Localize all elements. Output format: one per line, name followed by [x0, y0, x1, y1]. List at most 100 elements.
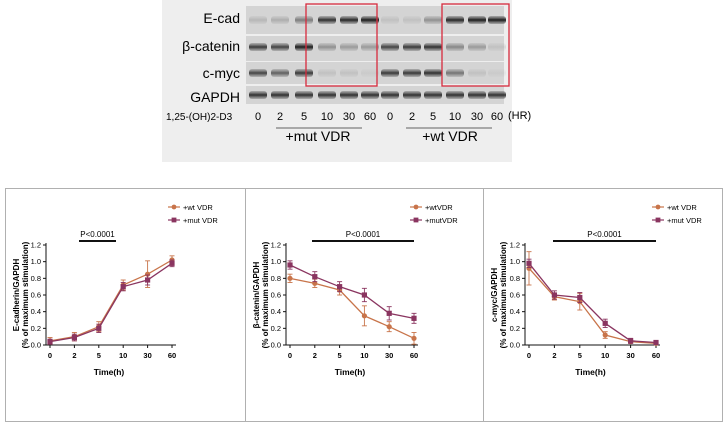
data-point — [287, 275, 293, 281]
data-point — [411, 335, 417, 341]
blot-band — [295, 69, 313, 77]
data-point — [287, 262, 293, 268]
blot-band — [381, 43, 399, 51]
data-point — [653, 339, 659, 346]
x-axis-label: Time(h) — [335, 367, 366, 377]
x-tick-label: 30 — [143, 351, 151, 360]
time-point-label: 0 — [255, 111, 261, 123]
y-tick-label: 0.6 — [271, 291, 281, 300]
x-tick-label: 2 — [313, 351, 317, 360]
x-tick-label: 60 — [410, 351, 418, 360]
blot-band — [403, 91, 421, 99]
blot-band — [381, 91, 399, 99]
data-point — [411, 315, 417, 321]
p-value-annotation: P<0.0001 — [80, 230, 115, 239]
group-label-wt: +wt VDR — [422, 128, 478, 144]
time-point-label: 5 — [301, 111, 307, 123]
data-point — [145, 277, 151, 283]
blot-band — [446, 16, 464, 24]
x-tick-label: 0 — [288, 351, 292, 360]
series-0 — [47, 255, 175, 345]
blot-band — [340, 43, 358, 51]
time-point-label: 10 — [321, 111, 333, 123]
y-tick-label: 1.2 — [31, 241, 41, 250]
blot-band — [381, 69, 399, 77]
series-line — [49, 259, 173, 342]
y-tick-label: 0.2 — [510, 324, 520, 333]
blot-band — [318, 16, 336, 24]
blot-band — [249, 16, 267, 24]
legend-marker — [171, 217, 177, 223]
series-1 — [47, 259, 175, 345]
time-point-label: 60 — [491, 111, 503, 123]
series-1 — [287, 260, 417, 324]
blot-band — [361, 16, 379, 24]
blot-band — [361, 43, 379, 51]
blot-band — [361, 91, 379, 99]
blot-band — [468, 43, 486, 51]
row-label-cmyc: c-myc — [203, 65, 240, 81]
y-tick-label: 0.2 — [271, 324, 281, 333]
time-point-label: 2 — [277, 111, 283, 123]
highlight-box-wt — [441, 3, 510, 87]
data-point — [71, 334, 77, 341]
y-tick-label: 0.0 — [31, 341, 41, 350]
blot-band — [318, 91, 336, 99]
y-tick-label: 0.6 — [510, 291, 520, 300]
series-line — [289, 277, 415, 339]
blot-band — [271, 16, 289, 24]
data-point — [577, 294, 583, 301]
data-point — [628, 338, 634, 344]
y-tick-label: 0.8 — [510, 274, 520, 283]
y-axis-label: (% of maximum stimulation) — [261, 241, 270, 348]
data-point — [526, 260, 532, 266]
data-point — [312, 274, 318, 280]
row-label-gapdh: GAPDH — [190, 89, 240, 105]
data-point — [602, 332, 608, 338]
cmyc-chart: 0.0 0.2 0.4 0.6 0.8 1.0 1.2 0 2 5 10 30 60 Time(h) c-m… — [490, 203, 702, 377]
y-tick-label: 1.0 — [271, 257, 281, 266]
data-point — [361, 313, 367, 319]
blot-band — [403, 43, 421, 51]
row-label-ecad: E-cad — [203, 10, 240, 26]
legend-marker — [655, 217, 661, 223]
treatment-label: 1,25-(OH)2-D3 — [166, 112, 233, 123]
blot-band — [403, 16, 421, 24]
blot-band — [468, 16, 486, 24]
blot-band — [381, 16, 399, 24]
blot-band — [249, 69, 267, 77]
x-tick-label: 5 — [97, 351, 101, 360]
blot-band — [488, 69, 506, 77]
x-axis-label: Time(h) — [575, 367, 606, 377]
series-line — [289, 264, 415, 319]
x-tick-label: 5 — [338, 351, 342, 360]
series-line — [528, 267, 657, 344]
chart-panel-ecadherin: 0.0 0.2 0.4 0.6 0.8 1.0 1.2 0 2 5 10 30 60 Time(h) E-c… — [5, 188, 246, 422]
blot-band — [361, 69, 379, 77]
time-point-label: 60 — [364, 111, 376, 123]
legend-label: +wt VDR — [667, 203, 697, 212]
series-1 — [526, 258, 659, 346]
y-tick-label: 0.0 — [271, 341, 281, 350]
time-point-label: 30 — [471, 111, 483, 123]
y-tick-label: 1.2 — [510, 241, 520, 250]
x-tick-label: 2 — [72, 351, 76, 360]
data-point — [602, 320, 608, 326]
legend-marker — [655, 204, 661, 210]
blot-band — [271, 91, 289, 99]
blot-band — [318, 43, 336, 51]
blot-band — [318, 69, 336, 77]
legend-marker — [413, 204, 419, 210]
series-0 — [526, 251, 659, 346]
blot-band — [295, 43, 313, 51]
y-tick-label: 0.2 — [31, 324, 41, 333]
group-label-mut: +mut VDR — [286, 128, 351, 144]
x-tick-label: 30 — [385, 351, 393, 360]
ecadherin-chart: 0.0 0.2 0.4 0.6 0.8 1.0 1.2 0 2 5 10 30 60 Time(h) E-c… — [12, 203, 218, 377]
x-tick-label: 2 — [552, 351, 556, 360]
legend-marker — [171, 204, 177, 210]
data-point — [551, 292, 557, 298]
data-point — [361, 292, 367, 298]
y-tick-label: 0.8 — [31, 274, 41, 283]
y-tick-label: 1.2 — [271, 241, 281, 250]
